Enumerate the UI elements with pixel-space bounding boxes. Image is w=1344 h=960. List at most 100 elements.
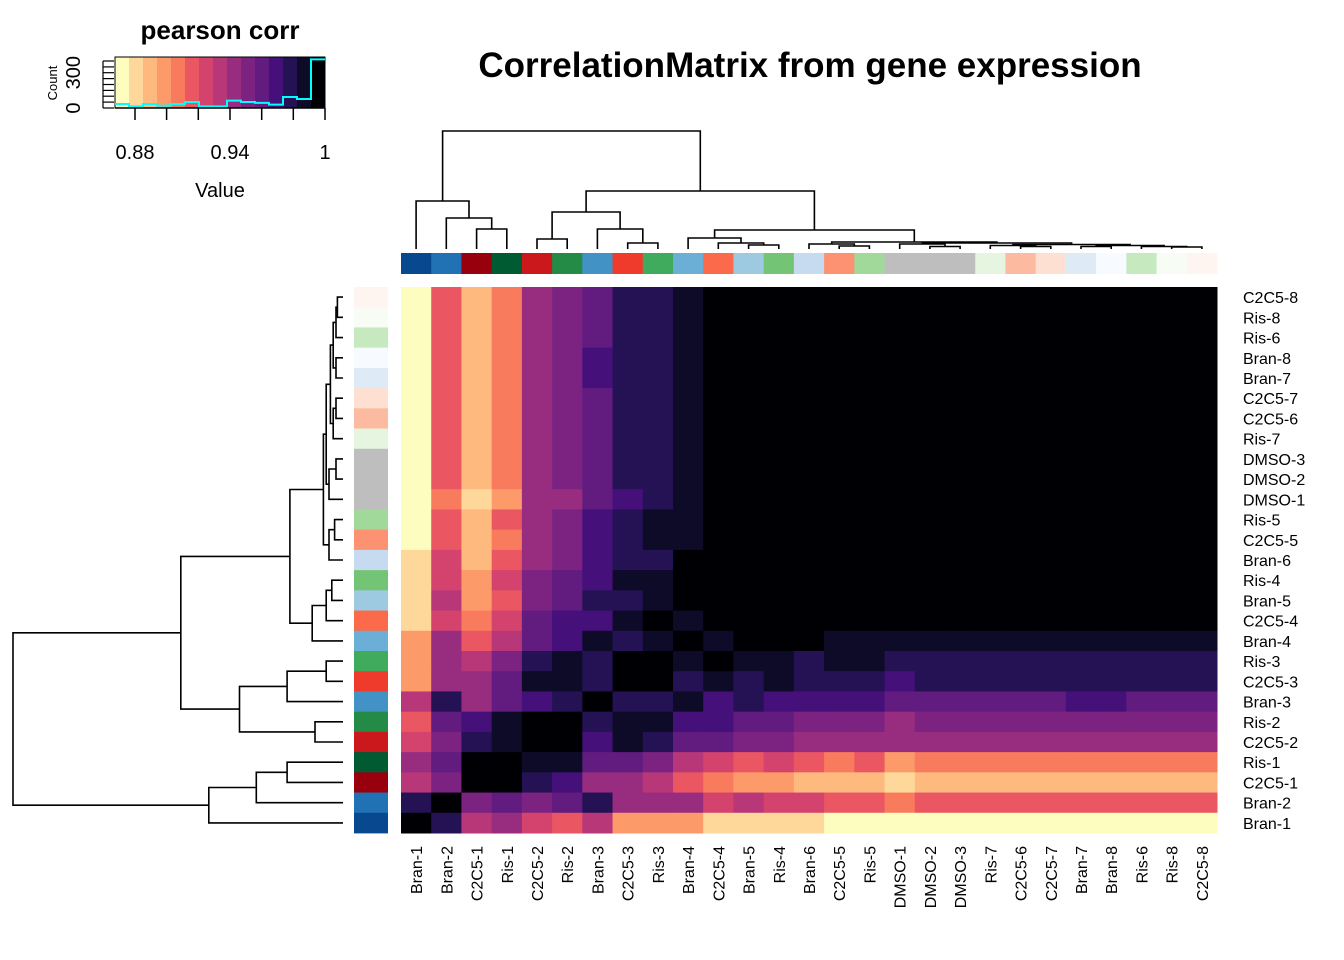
- heatmap-cell: [642, 630, 674, 652]
- heatmap-cell: [491, 671, 523, 692]
- heatmap-cell: [884, 731, 916, 753]
- heatmap-cell: [1126, 307, 1158, 328]
- heatmap-cell: [1005, 772, 1037, 794]
- heatmap-cell: [431, 388, 462, 409]
- heatmap-cell: [612, 711, 644, 733]
- heatmap-cell: [673, 347, 704, 369]
- column-label: Bran-8: [1104, 846, 1121, 894]
- heatmap-cell: [1186, 711, 1218, 733]
- heatmap-cell: [914, 731, 946, 753]
- heatmap-cell: [733, 651, 765, 672]
- heatmap-cell: [1096, 347, 1127, 369]
- heatmap-cell: [763, 347, 795, 369]
- heatmap-cell: [975, 651, 1006, 672]
- heatmap-cell: [793, 469, 825, 490]
- color-key-swatch: [227, 57, 242, 108]
- heatmap-cell: [1156, 651, 1188, 672]
- heatmap-cell: [733, 307, 765, 328]
- heatmap-cell: [1186, 529, 1218, 551]
- heatmap-cell: [975, 792, 1006, 814]
- column-label: Ris-8: [1165, 846, 1182, 883]
- heatmap-cell: [1065, 711, 1097, 733]
- heatmap-cell: [763, 428, 795, 450]
- color-key-swatch: [311, 57, 326, 108]
- heatmap-cell: [521, 752, 553, 773]
- heatmap-cell: [612, 752, 644, 773]
- heatmap-cell: [461, 489, 493, 510]
- column-label: Bran-1: [409, 846, 426, 894]
- column-label: DMSO-2: [923, 846, 940, 908]
- dendrogram-branch: [1080, 245, 1112, 249]
- heatmap-cell: [1186, 307, 1218, 328]
- heatmap-cell: [582, 509, 614, 531]
- heatmap-cell: [491, 752, 523, 773]
- heatmap-cell: [552, 529, 583, 551]
- heatmap-cell: [1065, 509, 1097, 531]
- heatmap-cell: [733, 590, 765, 612]
- heatmap-cell: [582, 752, 614, 773]
- heatmap-cell: [854, 489, 886, 510]
- heatmap-cell: [854, 408, 886, 430]
- heatmap-cell: [491, 509, 523, 531]
- heatmap-cell: [401, 570, 432, 591]
- column-color-bar: [401, 253, 1218, 274]
- heatmap-cell: [793, 388, 825, 409]
- heatmap-cell: [1096, 691, 1127, 713]
- heatmap-cell: [1065, 489, 1097, 510]
- heatmap-cell: [1156, 388, 1188, 409]
- heatmap-cell: [975, 428, 1006, 450]
- column-label: C2C5-3: [621, 846, 638, 901]
- heatmap-cell: [914, 428, 946, 450]
- dendrogram-branch: [687, 237, 742, 249]
- row-dendrogram: [12, 296, 343, 824]
- heatmap-cell: [763, 549, 795, 571]
- heatmap-cell: [1005, 327, 1037, 349]
- heatmap-cell: [1126, 691, 1158, 713]
- heatmap-cell: [1186, 327, 1218, 349]
- heatmap-cell: [552, 408, 583, 430]
- row-label: DMSO-2: [1243, 472, 1305, 489]
- heatmap-cell: [582, 448, 614, 470]
- heatmap-cell: [763, 408, 795, 430]
- heatmap-cell: [793, 691, 825, 713]
- heatmap-cell: [582, 711, 614, 733]
- heatmap-cell: [793, 489, 825, 510]
- heatmap-cell: [461, 408, 493, 430]
- heatmap-cell: [824, 529, 855, 551]
- heatmap-cell: [552, 327, 583, 349]
- heatmap-cell: [1156, 691, 1188, 713]
- dendrogram-branch: [475, 228, 508, 249]
- heatmap-cell: [1126, 651, 1158, 672]
- heatmap-cell: [642, 731, 674, 753]
- heatmap-cell: [703, 651, 734, 672]
- heatmap-cell: [1005, 489, 1037, 510]
- heatmap-cell: [914, 651, 946, 672]
- heatmap-cell: [431, 549, 462, 571]
- heatmap-cell: [552, 388, 583, 409]
- heatmap-cell: [401, 630, 432, 652]
- heatmap-cell: [1035, 408, 1067, 430]
- heatmap-cell: [793, 731, 825, 753]
- heatmap-cell: [401, 287, 432, 308]
- heatmap-cell: [703, 549, 734, 571]
- heatmap-cell: [1005, 570, 1037, 591]
- heatmap-cell: [945, 509, 976, 531]
- heatmap-cell: [401, 590, 432, 612]
- heatmap-cell: [431, 408, 462, 430]
- heatmap-cell: [975, 812, 1006, 834]
- heatmap-cell: [703, 752, 734, 773]
- heatmap-cell: [491, 367, 523, 389]
- heatmap-cell: [975, 307, 1006, 328]
- dendrogram-branch: [336, 296, 343, 319]
- heatmap-cell: [733, 772, 765, 794]
- heatmap-cell: [552, 772, 583, 794]
- heatmap-cell: [793, 752, 825, 773]
- heatmap-cell: [461, 347, 493, 369]
- heatmap-cell: [1065, 307, 1097, 328]
- heatmap-cell: [1005, 610, 1037, 632]
- color-key-swatch: [115, 57, 130, 108]
- heatmap-cell: [914, 610, 946, 632]
- heatmap-cell: [733, 691, 765, 713]
- heatmap-cell: [1156, 529, 1188, 551]
- heatmap-cell: [521, 327, 553, 349]
